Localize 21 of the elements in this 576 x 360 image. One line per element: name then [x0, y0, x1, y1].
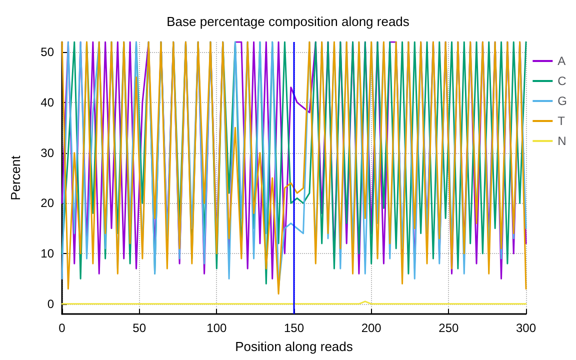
legend-label: T: [558, 114, 566, 128]
legend-label: G: [558, 94, 568, 108]
y-tick-label: 10: [40, 246, 54, 261]
x-axis-title: Position along reads: [235, 339, 354, 354]
y-tick-label: 0: [47, 296, 54, 311]
x-tick-label: 0: [58, 321, 66, 335]
x-tick-label: 300: [516, 321, 536, 335]
y-tick-label: 50: [40, 45, 54, 60]
y-tick-label: 30: [40, 146, 54, 160]
y-tick-label: 20: [40, 196, 54, 210]
x-tick-label: 200: [361, 321, 382, 335]
x-tick-label: 50: [132, 321, 146, 335]
legend-label: A: [558, 54, 566, 68]
legend-label: N: [558, 134, 566, 148]
x-tick-label: 250: [438, 321, 459, 335]
y-axis-title: Percent: [8, 155, 23, 200]
legend-label: C: [558, 74, 567, 88]
y-tick-label: 40: [40, 95, 54, 110]
x-tick-label: 150: [284, 321, 304, 335]
chart-title: Base percentage composition along reads: [166, 14, 410, 29]
x-tick-label: 100: [206, 321, 227, 335]
